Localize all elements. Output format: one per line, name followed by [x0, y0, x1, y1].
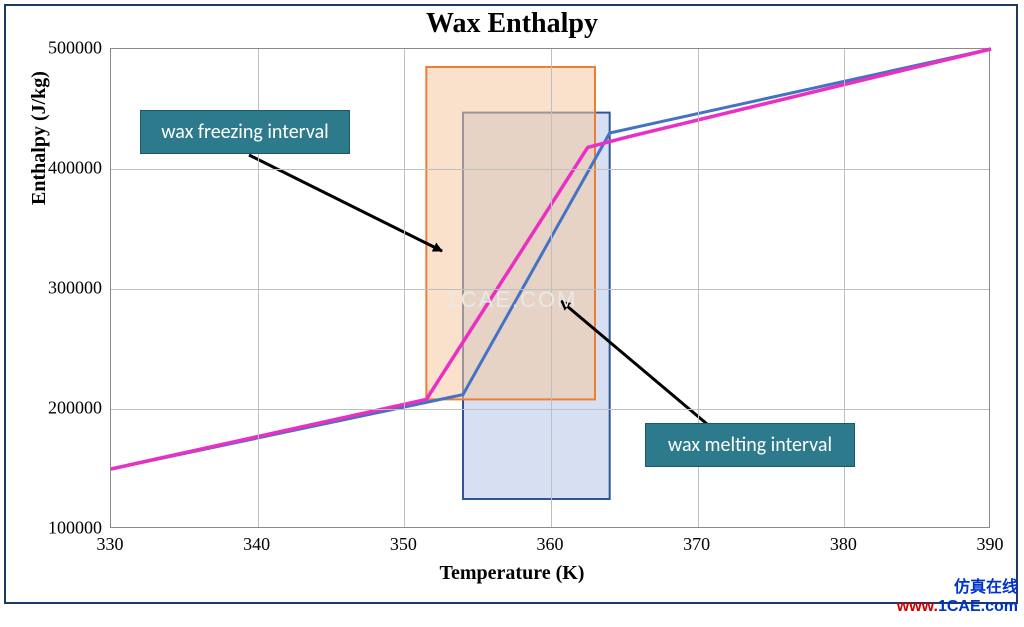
watermark-en: www.1CAE.com: [897, 597, 1018, 616]
x-tick-label: 390: [977, 534, 1004, 555]
x-tick-label: 380: [830, 534, 857, 555]
x-tick-label: 340: [243, 534, 270, 555]
y-tick-label: 100000: [32, 518, 102, 539]
grid-line-h: [111, 409, 989, 410]
callout-freezing-interval: wax freezing interval: [140, 110, 350, 154]
x-tick-label: 370: [683, 534, 710, 555]
y-tick-label: 500000: [32, 38, 102, 59]
y-tick-label: 300000: [32, 278, 102, 299]
watermark-right: 仿真在线 www.1CAE.com: [897, 578, 1018, 616]
grid-line-h: [111, 169, 989, 170]
x-tick-label: 350: [390, 534, 417, 555]
callout-melting-interval: wax melting interval: [645, 423, 855, 467]
y-tick-label: 400000: [32, 158, 102, 179]
watermark-cn: 仿真在线: [897, 578, 1018, 597]
grid-line-v: [404, 49, 405, 527]
y-tick-label: 200000: [32, 398, 102, 419]
region-freezing: [426, 67, 595, 399]
x-axis-label: Temperature (K): [0, 562, 1024, 585]
x-tick-label: 360: [537, 534, 564, 555]
chart-title: Wax Enthalpy: [0, 8, 1024, 40]
watermark-center: 1CAE.COM: [447, 287, 578, 313]
